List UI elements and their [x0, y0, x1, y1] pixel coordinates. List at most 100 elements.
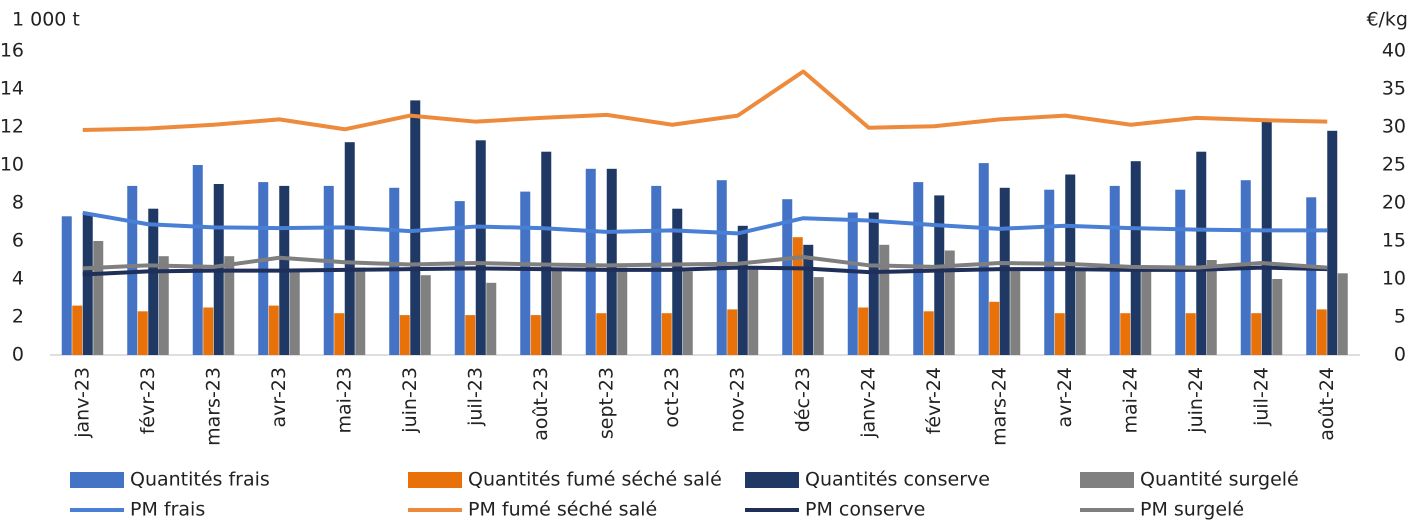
bar: [137, 311, 148, 355]
bar: [737, 225, 748, 355]
y-axis-label: 1 000 t: [12, 9, 80, 31]
y-tick-label: 4: [12, 268, 24, 290]
x-tick-label: sept-23: [595, 367, 617, 439]
bar: [334, 313, 345, 355]
bar: [1327, 130, 1338, 355]
x-tick-label: oct-23: [661, 367, 683, 428]
y2-tick-label: 20: [1382, 192, 1406, 214]
bar: [1272, 279, 1283, 355]
y2-tick-label: 25: [1382, 154, 1406, 176]
bar: [748, 267, 759, 355]
bar: [344, 142, 355, 355]
bar: [1316, 309, 1327, 355]
x-tick-label: août-23: [530, 367, 552, 441]
x-tick-label: juin-23: [399, 367, 421, 434]
bar: [258, 182, 269, 355]
legend-swatch: [745, 472, 799, 488]
bar: [192, 165, 203, 355]
x-tick-label: mars-24: [988, 367, 1010, 446]
y2-tick-label: 30: [1382, 116, 1406, 138]
y2-tick-label: 40: [1382, 40, 1406, 62]
x-tick-label: déc-23: [792, 367, 814, 432]
bar: [672, 208, 683, 355]
bar: [1120, 313, 1131, 355]
legend-swatch: [1080, 472, 1134, 488]
legend-swatch: [408, 472, 462, 488]
y-tick-label: 12: [0, 116, 24, 138]
line: [82, 210, 1328, 236]
x-tick-label: févr-23: [137, 367, 159, 434]
legend-label: PM surgelé: [1140, 499, 1244, 521]
legend-label: PM frais: [130, 499, 205, 521]
line: [82, 265, 1328, 277]
line: [82, 254, 1328, 271]
bar: [454, 201, 465, 355]
bar: [978, 163, 989, 355]
x-tick-label: janv-24: [857, 367, 879, 439]
bar: [158, 256, 169, 355]
bar: [727, 309, 738, 355]
x-tick-label: juil-24: [1250, 367, 1272, 427]
legend-swatch: [70, 472, 124, 488]
bar: [486, 282, 497, 355]
legend-label: Quantités frais: [130, 469, 270, 491]
bar: [389, 187, 400, 355]
bar: [475, 140, 486, 355]
legend-label: PM conserve: [805, 499, 925, 521]
bar: [420, 275, 431, 355]
bar: [989, 301, 1000, 355]
bar: [868, 212, 879, 355]
bar: [792, 237, 803, 355]
bar: [682, 271, 693, 355]
y-tick-label: 16: [0, 40, 24, 62]
bar: [148, 208, 159, 355]
bar: [1010, 267, 1021, 355]
bar: [1054, 313, 1065, 355]
bar: [813, 277, 824, 355]
y2-tick-label: 35: [1382, 78, 1406, 100]
x-tick-label: avr-23: [268, 367, 290, 428]
x-tick-label: juil-23: [464, 367, 486, 427]
bar: [410, 100, 421, 356]
bar: [879, 244, 890, 355]
y2-tick-label: 15: [1382, 230, 1406, 252]
bar: [913, 182, 924, 355]
bar: [1175, 189, 1186, 355]
bar: [224, 256, 235, 355]
y2-tick-label: 5: [1394, 306, 1406, 328]
bar: [551, 269, 562, 355]
bar: [934, 195, 945, 355]
x-tick-label: nov-23: [726, 367, 748, 432]
y-tick-label: 0: [12, 344, 24, 366]
y2-tick-label: 0: [1394, 344, 1406, 366]
x-tick-label: août-24: [1316, 367, 1338, 441]
bar: [1044, 189, 1055, 355]
bar: [61, 216, 72, 355]
y2-tick-label: 10: [1382, 268, 1406, 290]
y-tick-label: 6: [12, 230, 24, 252]
bar: [1075, 267, 1086, 355]
bar: [520, 191, 531, 355]
bar: [1306, 197, 1317, 355]
legend-label: PM fumé séché salé: [468, 499, 657, 521]
bar: [72, 305, 83, 355]
bar: [585, 168, 596, 355]
y-tick-label: 2: [12, 306, 24, 328]
bar: [1141, 269, 1152, 355]
x-tick-label: juin-24: [1185, 367, 1207, 434]
bar: [399, 315, 410, 355]
y-tick-label: 14: [0, 78, 24, 100]
bar: [355, 267, 366, 355]
x-tick-label: mai-24: [1119, 367, 1141, 433]
bar: [82, 212, 93, 355]
bar: [465, 315, 476, 355]
bar: [289, 271, 300, 355]
bar: [1251, 313, 1262, 355]
x-tick-label: mai-23: [333, 367, 355, 433]
bar: [1206, 260, 1217, 355]
bar: [596, 313, 607, 355]
bar: [999, 187, 1010, 355]
bar: [1185, 313, 1196, 355]
